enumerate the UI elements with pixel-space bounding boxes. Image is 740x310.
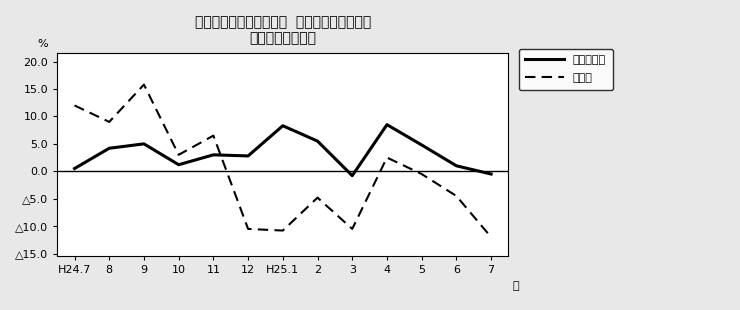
製造業 bbox=[278, 229, 287, 232]
Line: 製造業: 製造業 bbox=[75, 85, 491, 237]
Text: 月: 月 bbox=[513, 281, 519, 291]
製造業 bbox=[70, 104, 79, 107]
調査産業計 bbox=[140, 142, 149, 146]
製造業 bbox=[487, 235, 496, 239]
調査産業計 bbox=[174, 163, 183, 166]
調査産業計 bbox=[383, 123, 391, 126]
Text: %: % bbox=[38, 39, 48, 49]
調査産業計 bbox=[452, 164, 461, 168]
製造業 bbox=[452, 194, 461, 198]
製造業 bbox=[348, 227, 357, 231]
調査産業計 bbox=[313, 139, 322, 143]
調査産業計 bbox=[70, 167, 79, 170]
製造業 bbox=[313, 196, 322, 200]
調査産業計 bbox=[278, 124, 287, 128]
Legend: 調査産業計, 製造業: 調査産業計, 製造業 bbox=[519, 49, 613, 90]
製造業 bbox=[140, 83, 149, 86]
調査産業計 bbox=[417, 143, 426, 147]
製造業 bbox=[383, 156, 391, 159]
調査産業計 bbox=[209, 153, 218, 157]
Title: 第２図　所定外労働時間  対前年同月比の推移
（規模５人以上）: 第２図 所定外労働時間 対前年同月比の推移 （規模５人以上） bbox=[195, 15, 371, 45]
調査産業計 bbox=[487, 172, 496, 176]
調査産業計 bbox=[243, 154, 252, 158]
Line: 調査産業計: 調査産業計 bbox=[75, 125, 491, 176]
製造業 bbox=[417, 172, 426, 176]
製造業 bbox=[174, 153, 183, 157]
製造業 bbox=[105, 120, 114, 124]
調査産業計 bbox=[348, 174, 357, 178]
調査産業計 bbox=[105, 146, 114, 150]
製造業 bbox=[243, 227, 252, 231]
製造業 bbox=[209, 134, 218, 138]
